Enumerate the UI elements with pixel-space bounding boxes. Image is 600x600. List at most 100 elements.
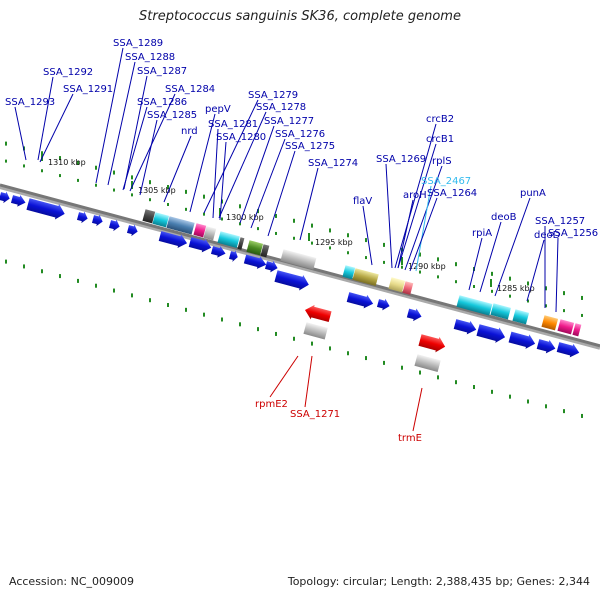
scale-label: 1305 kbp <box>138 186 176 195</box>
feature-box <box>166 216 195 235</box>
gene-label: SSA_1277 <box>264 116 314 127</box>
feature-box <box>388 277 406 293</box>
gene-label: crcB2 <box>426 114 454 125</box>
label-leader <box>129 93 176 192</box>
gene-label: SSA_1292 <box>43 67 93 78</box>
gene-label: flaV <box>353 196 372 207</box>
scale-label: 1310 kbp <box>48 158 86 167</box>
label-leader <box>394 123 437 269</box>
gene-label: SSA_1293 <box>5 97 55 108</box>
label-leader <box>189 113 216 213</box>
gene-label: trmE <box>398 433 422 444</box>
label-leader <box>95 47 124 184</box>
forward-gene-arrow <box>158 231 188 248</box>
gene-label: crcB1 <box>426 134 454 145</box>
feature-box <box>237 237 245 250</box>
label-leader <box>412 387 423 432</box>
gene-label: SSA_1286 <box>137 97 187 108</box>
gene-label: SSA_1276 <box>275 129 325 140</box>
label-leader <box>219 141 227 221</box>
gene-label: deoB <box>491 212 517 223</box>
gene-label: SSA_1274 <box>308 158 358 169</box>
scale-label: 1290 kbp <box>408 262 446 271</box>
genome-stats-text: Topology: circular; Length: 2,388,435 bp… <box>287 575 590 588</box>
label-leader <box>37 76 54 161</box>
gene-labels: SSA_1289 SSA_1288 SSA_1292 SSA_1287 SSA_1291… <box>5 38 598 444</box>
reverse-gene-arrow <box>418 334 446 353</box>
feature-box <box>557 319 575 335</box>
label-leader <box>212 128 219 219</box>
gene-label: rplS <box>432 156 452 167</box>
forward-gene-arrow <box>228 250 238 262</box>
feature-box <box>280 249 317 270</box>
forward-gene-arrow <box>108 219 120 232</box>
forward-gene-arrow <box>453 319 477 335</box>
label-leader <box>385 163 393 269</box>
label-leader <box>494 197 531 297</box>
gene-label: SSA_1285 <box>147 110 197 121</box>
scale-label: 1300 kbp <box>226 213 264 222</box>
forward-gene-arrow <box>508 331 536 349</box>
feature-box <box>152 212 170 228</box>
label-leader <box>123 75 148 190</box>
gene-label: SSA_1257 <box>535 216 585 227</box>
label-leader <box>468 237 483 291</box>
gene-label: SSA_1288 <box>125 52 175 63</box>
label-leader <box>362 205 373 266</box>
feature-box <box>142 209 156 224</box>
forward-gene-arrow <box>126 224 138 237</box>
forward-gene-arrow <box>210 246 226 258</box>
label-leader <box>415 185 432 272</box>
label-leader <box>299 167 319 241</box>
scale-label: 1285 kbp <box>497 284 535 293</box>
forward-gene-arrow <box>476 324 506 343</box>
label-leader <box>397 143 437 269</box>
label-leader <box>409 197 438 272</box>
feature-box <box>541 315 559 331</box>
gene-label: SSA_1281 <box>208 119 258 130</box>
feature-box <box>572 323 582 337</box>
gene-label: SSA_1289 <box>113 38 163 49</box>
gene-label: rpiA <box>472 228 492 239</box>
label-leader <box>139 119 158 196</box>
label-leader <box>122 106 148 191</box>
gene-label: SSA_2467 <box>421 176 471 187</box>
feature-box <box>352 268 379 287</box>
feature-box <box>456 295 493 316</box>
gene-label: SSA_1287 <box>137 66 187 77</box>
scale-label: 1295 kbp <box>315 238 353 247</box>
reverse-gene-arrow <box>305 304 332 323</box>
gene-features <box>0 191 582 373</box>
label-leader <box>239 125 275 224</box>
label-leader <box>203 99 259 214</box>
gene-label: punA <box>520 188 546 199</box>
forward-gene-arrow <box>264 260 278 273</box>
gene-label: SSA_1271 <box>290 409 340 420</box>
feature-box <box>512 309 530 325</box>
label-leader <box>269 355 299 398</box>
forward-gene-arrow <box>243 254 267 269</box>
gene-label: SSA_1269 <box>376 154 426 165</box>
gene-label: deoD <box>534 230 561 241</box>
gene-label: SSA_1279 <box>248 90 298 101</box>
backbone-shadow <box>0 185 600 350</box>
genome-backbone <box>0 183 600 350</box>
map-title: Streptococcus sanguinis SK36, complete g… <box>139 9 461 24</box>
label-leaders <box>14 47 559 432</box>
label-leader <box>304 355 313 408</box>
label-leader <box>218 111 267 219</box>
feature-box <box>217 231 240 248</box>
gene-label: SSA_1264 <box>427 188 477 199</box>
feature-box <box>342 265 356 280</box>
gene-label: SSA_1256 <box>548 228 598 239</box>
forward-gene-arrow <box>76 211 88 224</box>
forward-gene-arrow <box>274 270 309 291</box>
gene-label: SSA_1284 <box>165 84 215 95</box>
forward-gene-arrow <box>0 191 10 204</box>
label-leader <box>526 239 545 302</box>
label-leader <box>397 199 414 269</box>
label-leader <box>555 237 559 313</box>
gene-label: nrd <box>181 126 198 137</box>
forward-gene-arrow <box>26 198 65 220</box>
